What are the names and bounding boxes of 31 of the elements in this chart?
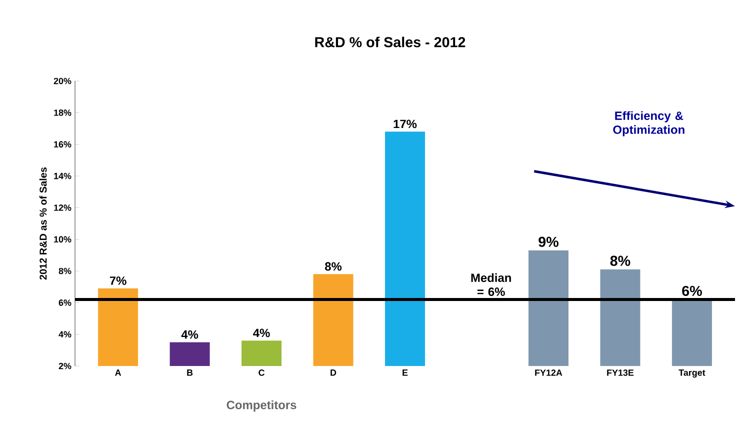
- y-tick-label: 20%: [54, 78, 72, 84]
- data-label: 4%: [181, 330, 198, 339]
- y-tick-label: 8%: [58, 268, 72, 274]
- y-tick-label: 12%: [54, 204, 72, 211]
- ref-line-label: Median = 6%: [471, 273, 511, 296]
- y-tick-label: 18%: [54, 109, 72, 116]
- y-tick-label: 4%: [58, 331, 72, 338]
- data-label: 7%: [110, 276, 126, 285]
- x-tick-label: FY13E: [607, 370, 634, 376]
- chart-title: R&D % of Sales - 2012: [315, 36, 466, 48]
- x-tick-label: C: [258, 370, 265, 376]
- x-tick-label: Target: [678, 370, 706, 378]
- y-axis-title: 2012 R&D as % of Sales: [39, 167, 47, 280]
- x-tick-label: A: [115, 370, 122, 376]
- y-tick-label: 10%: [54, 236, 72, 243]
- annotation: Efficiency & Optimization: [613, 111, 684, 136]
- y-tick-label: 16%: [54, 141, 72, 148]
- y-tick-label: 6%: [58, 299, 72, 306]
- data-label: 6%: [682, 286, 702, 296]
- data-label: 8%: [325, 262, 342, 271]
- y-tick-label: 14%: [54, 172, 72, 180]
- data-label: 8%: [610, 256, 630, 266]
- x-tick-label: D: [330, 370, 336, 376]
- x-tick-label: E: [402, 370, 408, 376]
- data-label: 17%: [394, 120, 417, 128]
- x-axis-title: Competitors: [226, 400, 296, 412]
- data-label: 9%: [538, 236, 558, 247]
- x-tick-label: B: [187, 370, 193, 376]
- data-label: 4%: [253, 328, 270, 338]
- y-tick-label: 2%: [58, 362, 72, 370]
- x-tick-label: FY12A: [535, 370, 562, 376]
